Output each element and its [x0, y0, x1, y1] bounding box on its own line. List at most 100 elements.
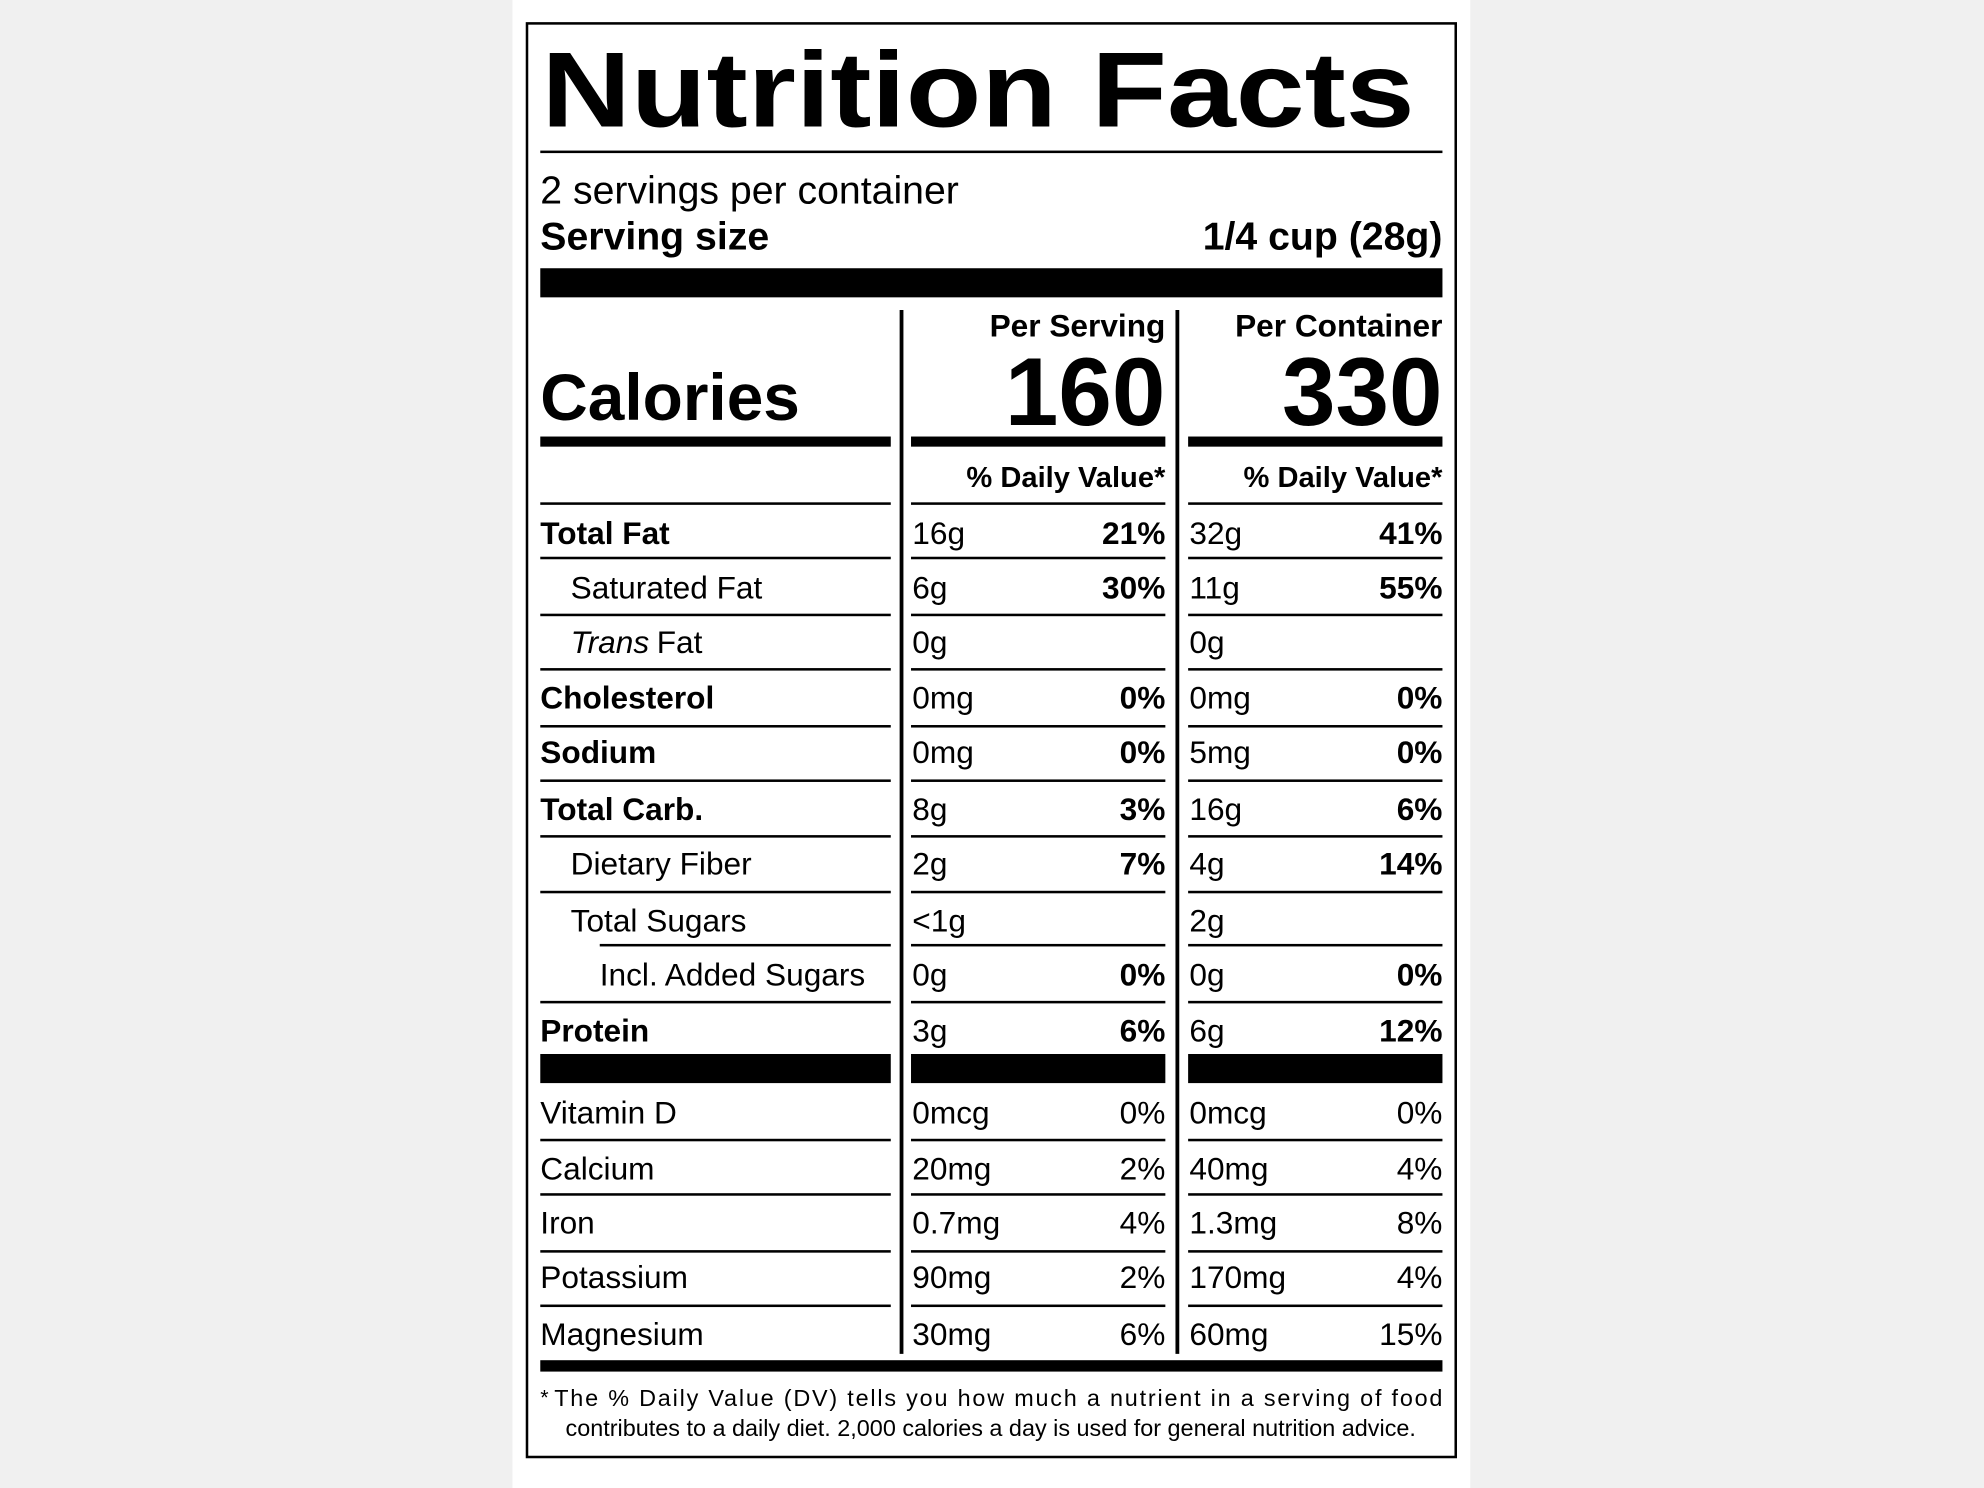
rule — [540, 502, 891, 505]
column-heading: Per Serving — [990, 308, 1166, 344]
daily-value: 55% — [1379, 569, 1442, 605]
amount: 0g — [912, 624, 947, 660]
footnote-line: The % Daily Value (DV) tells you how muc… — [554, 1385, 1442, 1411]
column-divider — [899, 310, 904, 1354]
rule — [1188, 1250, 1443, 1253]
daily-value: 0% — [1397, 1095, 1443, 1131]
amount: <1g — [912, 902, 966, 938]
serving-size: 1/4 cup (28g) — [1203, 214, 1443, 258]
thick-bar — [911, 1054, 1166, 1084]
daily-value: 0% — [1397, 734, 1443, 770]
daily-value: 0% — [1120, 1095, 1166, 1131]
daily-value: 6% — [1397, 791, 1443, 827]
column-divider — [1175, 310, 1180, 1354]
nutrient-name: Saturated Fat — [571, 569, 763, 605]
amount: 4g — [1189, 845, 1224, 881]
thick-bar — [540, 1054, 891, 1084]
rule — [540, 668, 891, 671]
rule — [911, 1250, 1166, 1253]
daily-value: 15% — [1379, 1316, 1442, 1352]
bar — [540, 436, 891, 447]
daily-value: 0% — [1120, 957, 1166, 993]
rule — [540, 613, 891, 617]
rule — [911, 1138, 1166, 1142]
nutrient-name: Protein — [540, 1012, 649, 1048]
amount: 6g — [1189, 1012, 1224, 1048]
nutrient-name: Total Sugars — [571, 902, 747, 938]
daily-value: 12% — [1379, 1012, 1442, 1048]
daily-value: 14% — [1379, 845, 1442, 881]
daily-value: 3% — [1120, 791, 1166, 827]
vitamin-name: Magnesium — [540, 1316, 703, 1352]
rule — [911, 779, 1166, 782]
rule — [1188, 835, 1443, 838]
amount: 90mg — [912, 1259, 991, 1295]
dv-heading: % Daily Value* — [1244, 462, 1444, 494]
rule — [540, 1250, 891, 1253]
amount: 32g — [1189, 515, 1242, 551]
amount: 0mcg — [912, 1095, 989, 1131]
amount: 0g — [1189, 624, 1224, 660]
rule — [599, 943, 891, 947]
daily-value: 8% — [1397, 1205, 1443, 1241]
thick-bar — [1188, 1054, 1443, 1084]
vitamin-name: Potassium — [540, 1259, 688, 1295]
rule — [1188, 725, 1443, 728]
nutrient-name: Incl. Added Sugars — [600, 957, 865, 993]
rule — [1188, 943, 1443, 947]
rule — [911, 502, 1166, 505]
amount: 0mg — [1189, 680, 1251, 716]
rule — [540, 1000, 891, 1004]
calories-label: Calories — [540, 360, 800, 434]
rule — [540, 556, 891, 560]
amount: 8g — [912, 791, 947, 827]
rule — [1188, 1138, 1443, 1142]
bar — [911, 436, 1166, 447]
daily-value: 0% — [1120, 680, 1166, 716]
rule — [540, 1193, 891, 1196]
nutrient-name: Dietary Fiber — [571, 845, 752, 881]
column-heading: Per Container — [1235, 308, 1442, 344]
rule — [911, 556, 1166, 560]
daily-value: 6% — [1120, 1316, 1166, 1352]
rule — [1188, 556, 1443, 560]
rule — [911, 668, 1166, 671]
thick-bar — [540, 268, 1443, 298]
nutrient-name: Cholesterol — [540, 680, 714, 716]
vitamin-name: Iron — [540, 1205, 595, 1241]
amount: 2g — [1189, 902, 1224, 938]
rule — [540, 1138, 891, 1142]
dv-heading: % Daily Value* — [966, 462, 1166, 494]
thick-bar — [540, 1360, 1443, 1372]
amount: 16g — [912, 515, 965, 551]
amount: 60mg — [1189, 1316, 1268, 1352]
amount: 0g — [1189, 957, 1224, 993]
daily-value: 41% — [1379, 515, 1442, 551]
rule — [911, 890, 1166, 894]
rule — [911, 943, 1166, 947]
amount: 2g — [912, 845, 947, 881]
rule — [1188, 1304, 1443, 1308]
daily-value: 4% — [1120, 1205, 1166, 1241]
nutrient-name-italic: Trans — [571, 624, 650, 660]
rule — [1188, 668, 1443, 671]
amount: 170mg — [1189, 1259, 1286, 1295]
daily-value: 4% — [1397, 1259, 1443, 1295]
daily-value: 0% — [1397, 680, 1443, 716]
panel — [512, 0, 1471, 1488]
vitamin-name: Calcium — [540, 1150, 654, 1186]
rule — [911, 613, 1166, 617]
servings: 2 servings per container — [540, 169, 959, 213]
rule — [540, 1304, 891, 1308]
footnote-line: contributes to a daily diet. 2,000 calor… — [566, 1415, 1416, 1441]
title: Nutrition Facts — [542, 31, 1415, 150]
rule — [540, 835, 891, 838]
vitamin-name: Vitamin D — [540, 1095, 677, 1131]
rule — [1188, 613, 1443, 617]
rule — [911, 1000, 1166, 1004]
serving-size-label: Serving size — [540, 214, 769, 258]
daily-value: 2% — [1120, 1150, 1166, 1186]
calories-value: 330 — [1282, 339, 1442, 446]
rule — [1188, 502, 1443, 505]
